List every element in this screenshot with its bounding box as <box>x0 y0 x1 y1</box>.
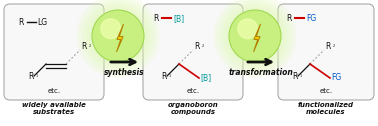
Text: etc.: etc. <box>47 88 60 94</box>
Circle shape <box>214 0 296 77</box>
Text: etc.: etc. <box>186 88 200 94</box>
Text: R: R <box>194 42 199 51</box>
Circle shape <box>226 8 284 65</box>
Text: [B]: [B] <box>173 14 184 23</box>
Circle shape <box>101 19 121 39</box>
Text: FG: FG <box>306 14 316 23</box>
Text: FG: FG <box>331 73 341 82</box>
Text: functionalized
molecules: functionalized molecules <box>298 102 354 115</box>
Circle shape <box>82 0 154 72</box>
Text: synthesis: synthesis <box>104 68 145 77</box>
Polygon shape <box>116 24 124 52</box>
Text: R: R <box>286 14 291 23</box>
Circle shape <box>77 0 159 77</box>
Text: organoboron
compounds: organoboron compounds <box>167 102 218 115</box>
Circle shape <box>219 0 291 72</box>
Polygon shape <box>254 24 260 52</box>
FancyBboxPatch shape <box>278 4 374 100</box>
Circle shape <box>90 8 147 65</box>
Circle shape <box>229 10 281 62</box>
Circle shape <box>79 0 156 74</box>
Circle shape <box>224 5 286 67</box>
Text: etc.: etc. <box>319 88 333 94</box>
Text: widely available
substrates: widely available substrates <box>22 102 86 115</box>
Text: $^1$: $^1$ <box>35 74 39 79</box>
Text: R: R <box>325 42 330 51</box>
Circle shape <box>222 3 288 70</box>
Text: R: R <box>292 72 297 81</box>
Text: $^1$: $^1$ <box>168 74 172 79</box>
Circle shape <box>217 0 293 74</box>
Text: transformation: transformation <box>229 68 293 77</box>
Text: $^1$: $^1$ <box>299 74 303 79</box>
Circle shape <box>87 5 149 67</box>
Text: R: R <box>153 14 158 23</box>
Circle shape <box>238 19 257 39</box>
Text: R: R <box>161 72 166 81</box>
Text: R: R <box>18 18 23 27</box>
Text: $^2$: $^2$ <box>332 44 336 49</box>
Circle shape <box>85 3 152 70</box>
Text: LG: LG <box>37 18 47 27</box>
Text: [B]: [B] <box>200 73 211 82</box>
FancyBboxPatch shape <box>4 4 104 100</box>
Text: R: R <box>28 72 33 81</box>
Circle shape <box>92 10 144 62</box>
Text: $^2$: $^2$ <box>88 44 92 49</box>
Text: $^2$: $^2$ <box>201 44 205 49</box>
Text: R: R <box>81 42 87 51</box>
FancyBboxPatch shape <box>143 4 243 100</box>
